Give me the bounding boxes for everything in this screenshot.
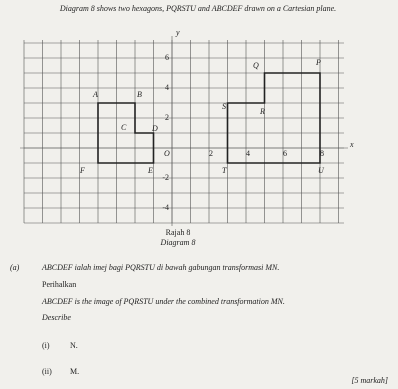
x-ticks: 2 4 6 8 [209, 149, 324, 158]
vertex-label: R [259, 107, 265, 116]
hexagon-pqrstu [226, 72, 321, 164]
part-text: N. [70, 341, 78, 350]
y-tick: -4 [162, 203, 169, 212]
axis-y: y [175, 28, 180, 37]
vertex-label: F [79, 166, 85, 175]
instruction-english: Describe [41, 313, 71, 322]
vertex-label: A [92, 90, 98, 99]
question-malay: ABCDEF ialah imej bagi PQRSTU di bawah g… [41, 263, 279, 272]
question-english: ABCDEF is the image of PQRSTU under the … [41, 297, 285, 306]
vertex-label: U [318, 166, 325, 175]
x-tick: 2 [209, 149, 213, 158]
part-text: M. [70, 367, 79, 376]
question-label: (a) [10, 263, 20, 272]
vertex-label: E [147, 166, 153, 175]
grid [20, 36, 348, 226]
vertex-label: P [315, 58, 321, 67]
y-tick: 6 [165, 53, 169, 62]
vertex-label: B [137, 90, 142, 99]
vertex-label: T [222, 166, 227, 175]
y-tick: -2 [162, 173, 169, 182]
part-label: (i) [42, 341, 50, 350]
intro: Diagram 8 shows two hexagons, PQRSTU and… [59, 4, 336, 13]
x-tick: 4 [246, 149, 250, 158]
y-tick: 2 [165, 113, 169, 122]
caption-malay: Rajah 8 [166, 228, 191, 237]
vertex-label: D [151, 124, 158, 133]
part-label: (ii) [42, 367, 52, 376]
caption-english: Diagram 8 [160, 238, 196, 247]
instruction-malay: Perihalkan [42, 280, 76, 289]
axis-x: x [349, 140, 354, 149]
x-tick: 8 [320, 149, 324, 158]
vertex-label: S [222, 102, 226, 111]
y-ticks: 6 4 2 -2 -4 [162, 53, 169, 212]
origin: O [164, 149, 170, 158]
y-tick: 4 [165, 83, 169, 92]
hexagon-abcdef [97, 102, 155, 164]
vertex-labels: P Q R S T U A B C D E F [79, 58, 325, 175]
marks: [5 markah] [351, 376, 388, 385]
x-tick: 6 [283, 149, 287, 158]
vertex-label: C [121, 123, 127, 132]
vertex-label: Q [253, 61, 259, 70]
